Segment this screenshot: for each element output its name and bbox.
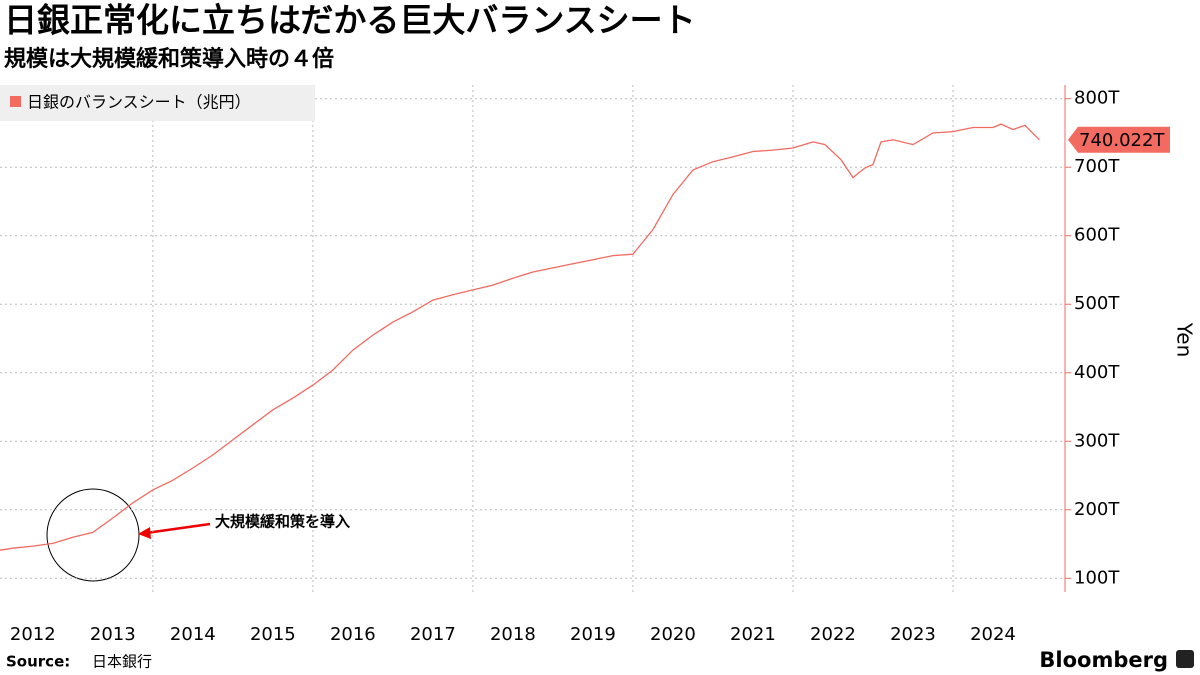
y-tick-label: 700T [1074,156,1120,177]
y-tick-label: 500T [1074,293,1120,314]
legend-label: 日銀のバランスシート（兆円） [27,93,251,112]
last-value-tag [1068,126,1170,153]
y-tick-label: 200T [1074,499,1120,520]
annotation: 大規模緩和策を導入 [215,513,350,531]
chart-title: 日銀正常化に立ちはだかる巨大バランスシート [4,1,696,40]
y-tick-label: 400T [1074,362,1120,383]
x-tick-label: 2022 [810,624,856,645]
legend-swatch [10,96,21,107]
x-tick-label: 2020 [650,624,696,645]
x-tick-label: 2013 [90,624,136,645]
y-tick-label: 600T [1074,225,1120,246]
x-tick-label: 2015 [250,624,296,645]
x-tick-label: 2017 [410,624,456,645]
annotation-arrowhead [138,527,151,539]
x-tick-label: 2018 [490,624,536,645]
x-tick-label: 2021 [730,624,776,645]
x-tick-label: 2023 [890,624,936,645]
x-tick-label: 2024 [970,624,1016,645]
x-tick-label: 2012 [10,624,56,645]
y-tick-label: 300T [1074,430,1120,451]
source: 日本銀行 [92,653,152,671]
y-tick-label: 800T [1074,88,1120,109]
y-tick-label: 100T [1074,567,1120,588]
brand-icon [1176,650,1194,668]
data-line [0,123,1040,551]
brand: Bloomberg [1039,648,1168,672]
annotation-arrow [145,522,211,535]
legend-box [0,85,315,121]
y-axis-label: Yen [1173,322,1197,358]
last-value-label: 740.022T [1079,130,1165,151]
source-label: Source: [6,653,70,671]
x-tick-label: 2016 [330,624,376,645]
chart-subtitle: 規模は大規模緩和策導入時の４倍 [4,46,334,72]
highlight-circle [46,488,140,582]
x-tick-label: 2019 [570,624,616,645]
x-tick-label: 2014 [170,624,216,645]
